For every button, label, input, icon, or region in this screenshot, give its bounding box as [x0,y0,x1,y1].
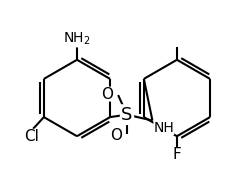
Text: S: S [121,106,133,124]
Text: F: F [172,147,181,162]
Text: O: O [110,128,122,143]
Text: Cl: Cl [24,129,38,144]
Text: O: O [101,87,113,102]
Text: NH$_2$: NH$_2$ [63,31,91,47]
Text: NH: NH [154,121,174,135]
